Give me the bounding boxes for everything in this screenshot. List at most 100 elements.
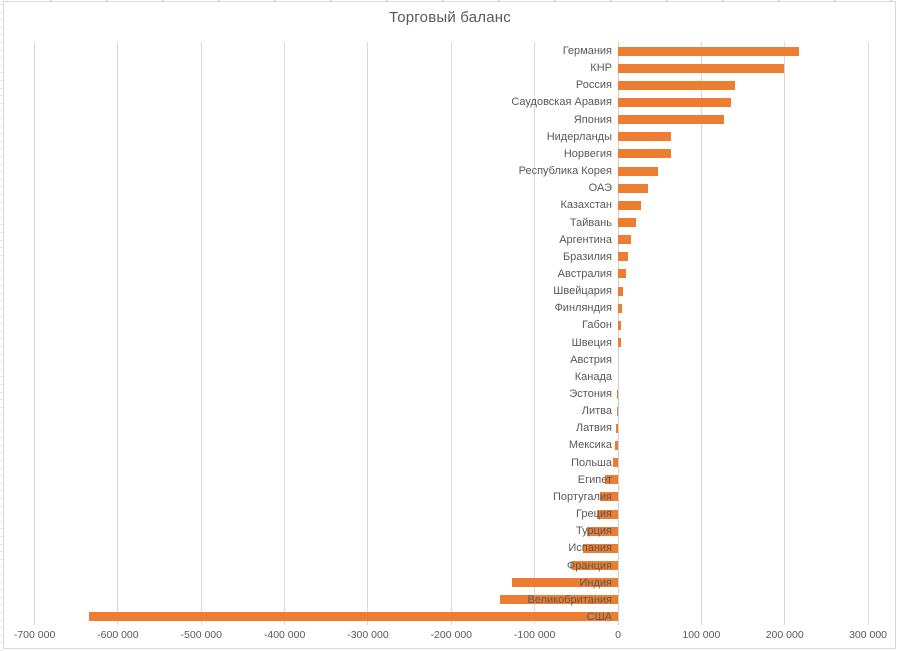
- worksheet-row-gridline: [0, 520, 3, 522]
- bar-Египет[interactable]: [604, 475, 618, 485]
- bar-Япония[interactable]: [618, 115, 724, 125]
- bar-Литва[interactable]: [616, 406, 618, 416]
- bar-Бразилия[interactable]: [618, 252, 628, 262]
- bar-Испания[interactable]: [582, 543, 618, 553]
- worksheet-row-gridline: [0, 330, 3, 332]
- x-axis-tick-label: -600 000: [97, 629, 139, 641]
- bar-Польша[interactable]: [612, 458, 618, 468]
- bar-Индия[interactable]: [512, 578, 618, 588]
- worksheet-row-gridline: [0, 414, 3, 416]
- worksheet-row-gridline: [0, 300, 3, 302]
- worksheet-row-gridline: [0, 125, 3, 127]
- worksheet-row-gridline: [0, 513, 3, 515]
- worksheet-row-gridline: [0, 475, 3, 477]
- worksheet-row-gridline: [0, 460, 3, 461]
- worksheet-row-gridline: [0, 26, 3, 28]
- x-axis-tick-label: 100 000: [682, 629, 721, 641]
- chart-title[interactable]: Торговый баланс: [389, 9, 511, 26]
- category-label: КНР: [590, 62, 612, 75]
- worksheet-row-gridline: [0, 140, 3, 142]
- bar-Португалия[interactable]: [599, 492, 618, 502]
- category-label: Египет: [577, 473, 612, 486]
- bar-Нидерланды[interactable]: [618, 132, 672, 142]
- gridline: [200, 42, 202, 625]
- worksheet-row-gridline: [0, 239, 3, 241]
- worksheet-row-gridline: [0, 627, 3, 629]
- bar-Турция[interactable]: [587, 526, 618, 536]
- bar-США[interactable]: [88, 612, 618, 622]
- bar-Латвия[interactable]: [616, 423, 618, 433]
- bar-Мексика[interactable]: [614, 440, 618, 450]
- gridline: [534, 42, 536, 625]
- bar-Тайвань[interactable]: [618, 218, 637, 227]
- worksheet-row-gridline: [0, 323, 3, 325]
- worksheet-row-gridline: [0, 156, 3, 157]
- bar-Аргентина[interactable]: [618, 235, 632, 245]
- worksheet-row-gridline: [0, 505, 3, 507]
- worksheet-row-gridline: [0, 102, 3, 104]
- worksheet-column-gridline: [554, 0, 556, 2]
- worksheet-row-gridline: [0, 194, 3, 195]
- bar-КНР[interactable]: [618, 63, 784, 73]
- worksheet-column-gridline: [778, 0, 780, 2]
- worksheet-row-gridline: [0, 543, 3, 545]
- category-label: Тайвань: [569, 216, 612, 229]
- bar-ОАЭ[interactable]: [618, 183, 648, 193]
- bar-Австралия[interactable]: [618, 269, 627, 279]
- bar-Швейцария[interactable]: [618, 286, 623, 296]
- gridline: [867, 42, 869, 625]
- worksheet-row-gridline: [0, 4, 3, 5]
- category-label: США: [586, 610, 612, 623]
- worksheet-row-gridline: [0, 80, 3, 81]
- worksheet-row-gridline: [0, 315, 3, 317]
- category-label: Польша: [571, 456, 612, 469]
- worksheet-row-gridline: [0, 118, 3, 119]
- bar-Швеция[interactable]: [618, 338, 621, 348]
- worksheet-row-gridline: [0, 87, 3, 89]
- worksheet-column-gridline: [610, 0, 612, 2]
- bar-Великобритания[interactable]: [499, 595, 618, 605]
- category-label: Испания: [568, 542, 612, 555]
- x-axis-tick-label: -400 000: [263, 629, 306, 641]
- worksheet-row-gridline: [0, 452, 3, 454]
- worksheet-row-gridline: [0, 64, 3, 66]
- category-label: Аргентина: [559, 233, 612, 246]
- bar-Саудовская Аравия[interactable]: [618, 97, 732, 107]
- bar-Норвегия[interactable]: [618, 149, 671, 159]
- bar-Республика Корея[interactable]: [618, 166, 658, 176]
- chart-frame: [3, 1, 896, 649]
- worksheet-column-gridline: [442, 0, 444, 2]
- worksheet-row-gridline: [0, 467, 3, 469]
- worksheet-row-gridline: [0, 216, 3, 218]
- bar-Франция[interactable]: [572, 561, 618, 570]
- worksheet-row-gridline: [0, 209, 3, 211]
- worksheet-column-gridline: [50, 0, 52, 2]
- bar-Россия[interactable]: [618, 80, 735, 90]
- category-label: Япония: [573, 113, 612, 126]
- worksheet-row-gridline: [0, 361, 3, 363]
- category-label: Греция: [576, 508, 612, 521]
- worksheet-row-gridline: [0, 270, 3, 271]
- worksheet-row-gridline: [0, 19, 3, 21]
- worksheet-row-gridline: [0, 391, 3, 393]
- worksheet-row-gridline: [0, 171, 3, 173]
- worksheet-row-gridline: [0, 346, 3, 347]
- bar-Греция[interactable]: [597, 509, 618, 519]
- bar-Казахстан[interactable]: [618, 200, 642, 210]
- x-axis-tick-label: 200 000: [765, 629, 804, 641]
- worksheet-column-gridline: [890, 0, 892, 2]
- worksheet-row-gridline: [0, 619, 3, 621]
- worksheet-row-gridline: [0, 95, 3, 97]
- gridline: [450, 42, 452, 625]
- x-axis-tick-label: -300 000: [347, 629, 389, 641]
- bar-Эстония[interactable]: [616, 389, 618, 399]
- gridline: [34, 42, 36, 625]
- worksheet-row-gridline: [0, 57, 3, 59]
- gridline: [117, 42, 119, 625]
- worksheet-row-gridline: [0, 642, 3, 644]
- bar-Габон[interactable]: [618, 320, 621, 330]
- bar-Финляндия[interactable]: [618, 303, 622, 313]
- bar-Германия[interactable]: [618, 46, 799, 56]
- category-label: Россия: [575, 79, 612, 92]
- category-label: Нидерланды: [546, 130, 612, 143]
